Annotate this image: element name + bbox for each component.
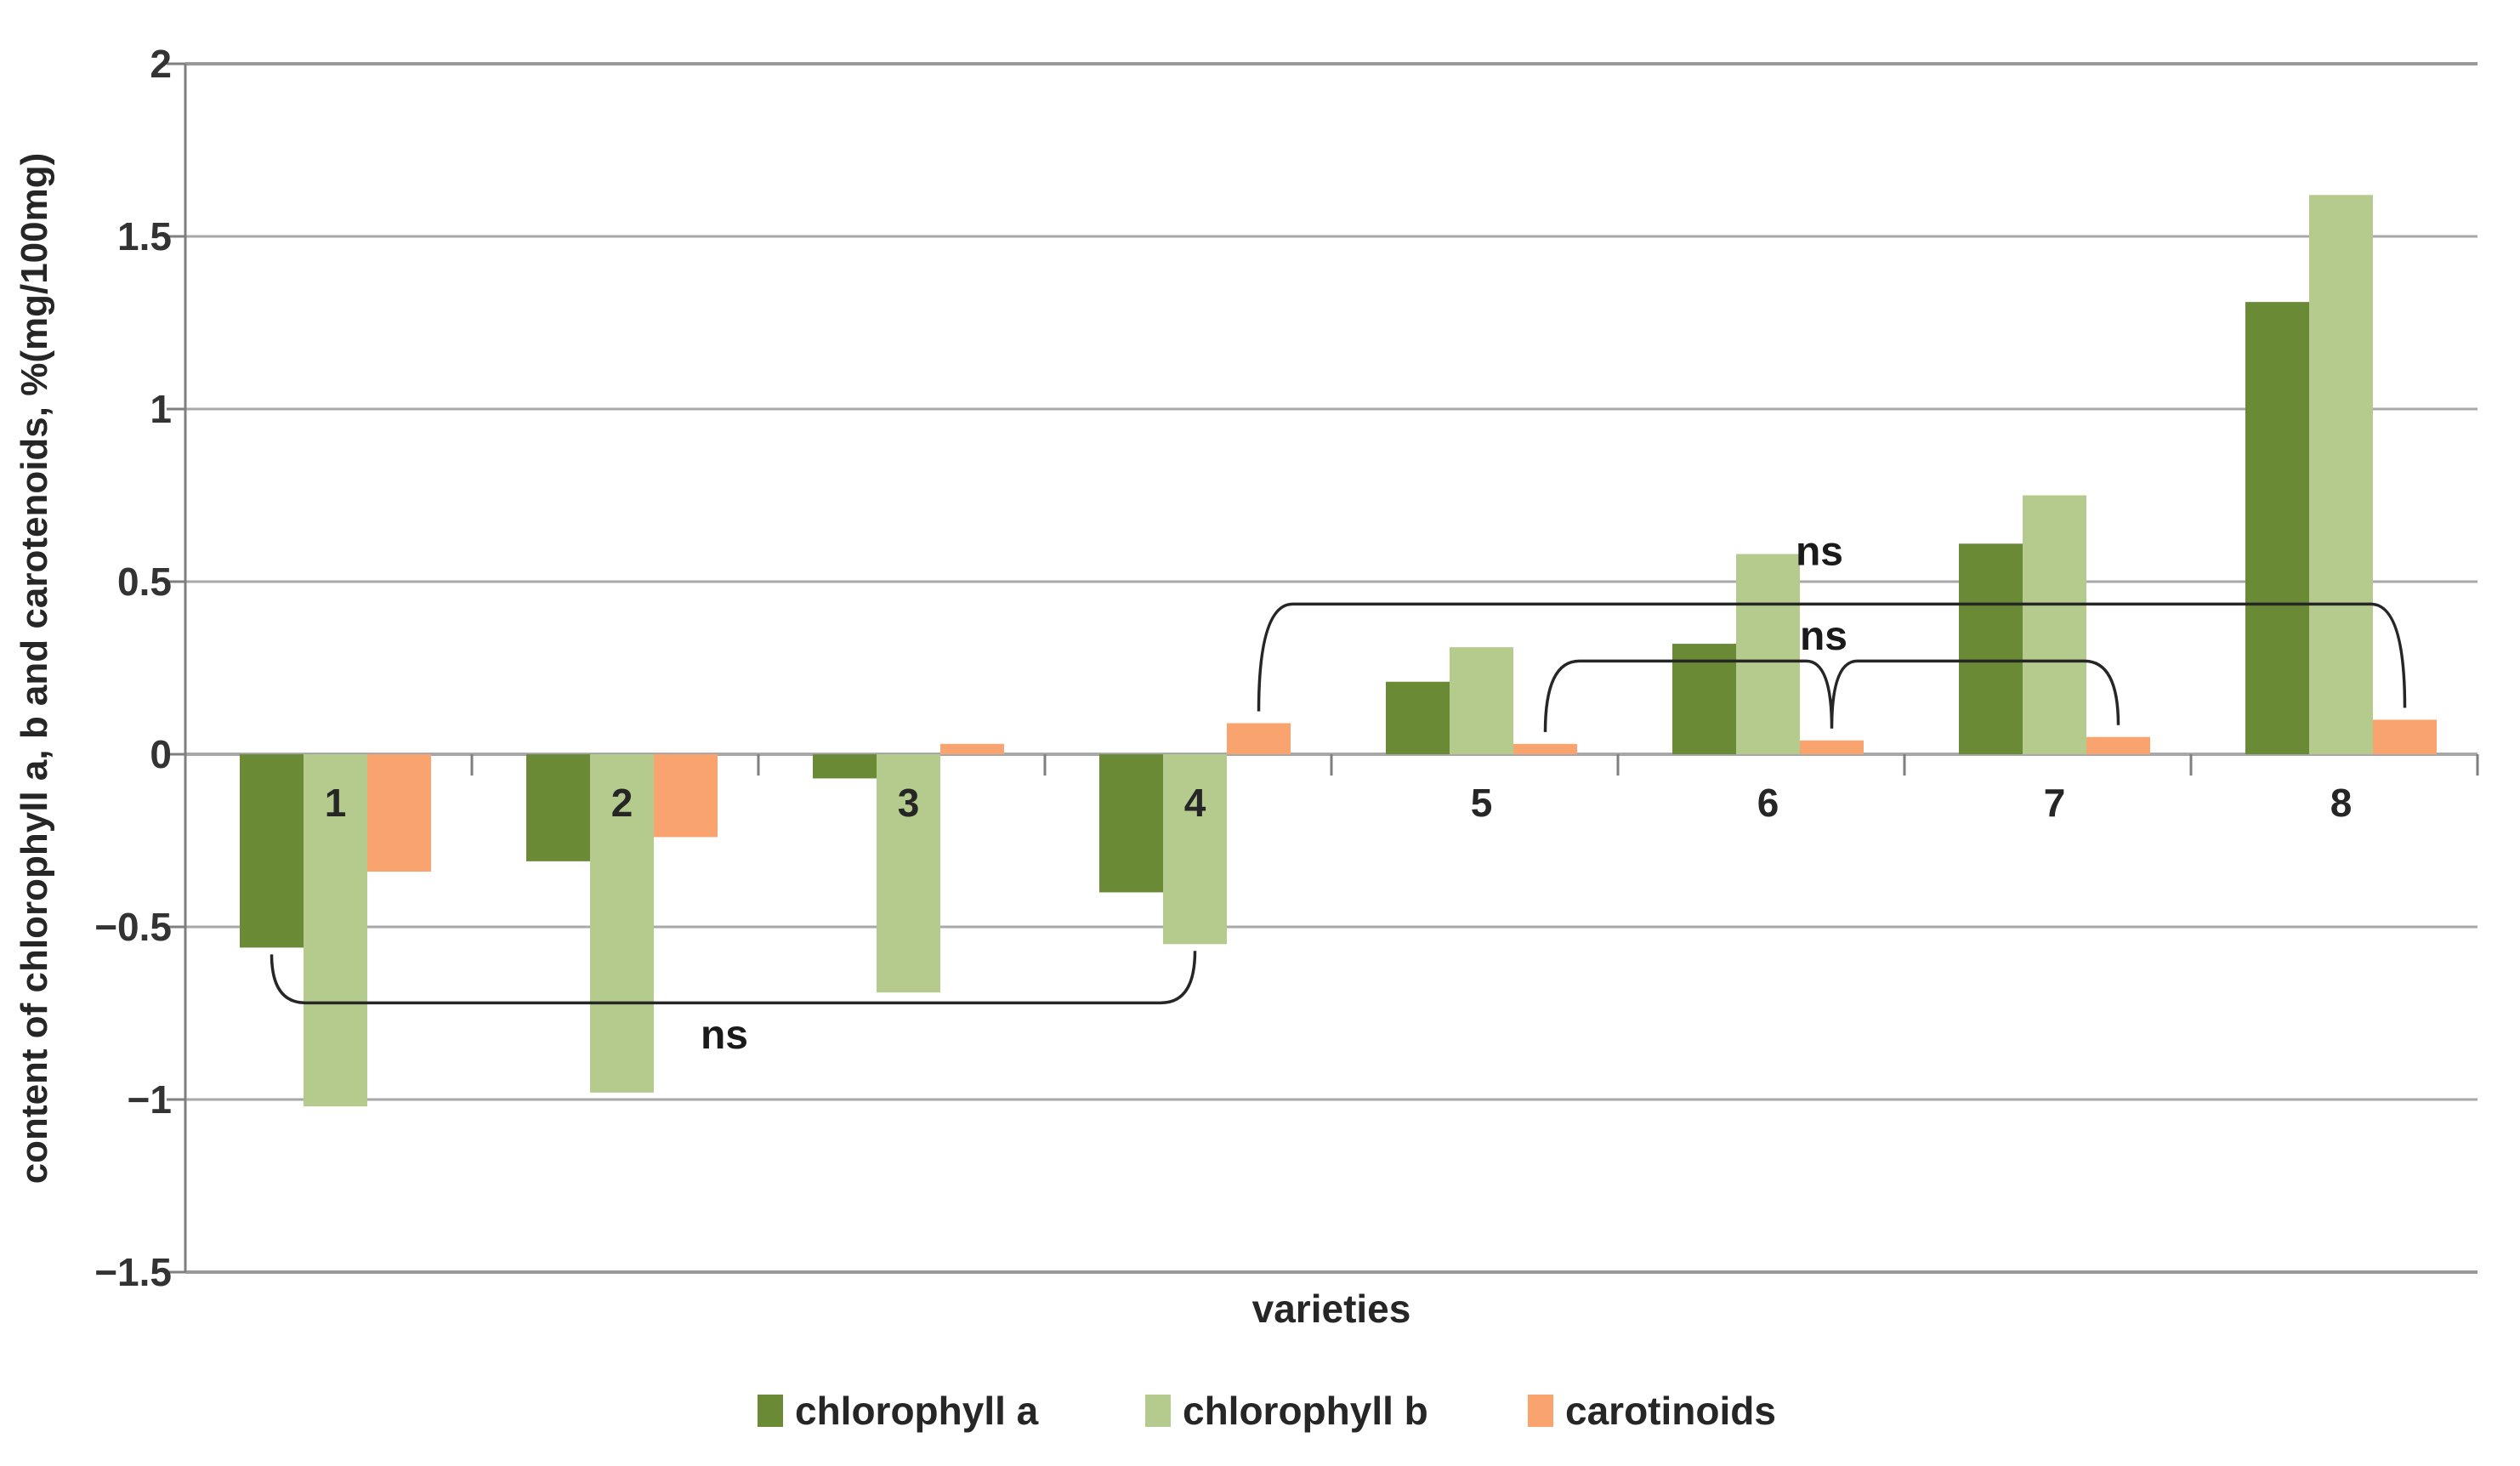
bar-chlorophyll-a-8	[2245, 302, 2309, 754]
bar-chlorophyll-a-7	[1959, 543, 2023, 754]
legend-item-carotinoids: carotinoids	[1528, 1388, 1776, 1434]
ns-label-1: ns	[1796, 529, 1843, 574]
bar-chlorophyll-a-5	[1386, 681, 1450, 754]
category-label-6: 6	[1757, 781, 1779, 825]
category-label-5: 5	[1471, 781, 1493, 825]
bar-chlorophyll-b-3	[877, 754, 940, 993]
bar-carotinoids-5	[1513, 743, 1577, 754]
bar-carotinoids-3	[940, 743, 1004, 754]
legend-item-chlorophyll-b: chlorophyll b	[1145, 1388, 1428, 1434]
legend-label-chlorophyll-a: chlorophyll a	[795, 1389, 1039, 1433]
bar-carotinoids-1	[367, 754, 431, 872]
significance-bracket-0	[270, 951, 1197, 1005]
y-tick-label: −1	[128, 1077, 172, 1122]
bar-chlorophyll-b-4	[1163, 754, 1227, 945]
legend-item-chlorophyll-a: chlorophyll a	[758, 1388, 1038, 1434]
significance-bracket-2	[1543, 659, 2120, 732]
bar-chlorophyll-a-1	[240, 754, 304, 948]
bar-chlorophyll-a-3	[813, 754, 877, 779]
bar-chlorophyll-b-1	[304, 754, 367, 1107]
bar-chlorophyll-b-5	[1450, 647, 1513, 754]
y-tick-label: 1	[150, 387, 172, 431]
ns-label-0: ns	[701, 1013, 748, 1058]
y-tick-label: 2	[150, 42, 172, 86]
category-label-7: 7	[2044, 781, 2066, 825]
category-label-2: 2	[611, 781, 633, 825]
x-axis-title: varieties	[1251, 1287, 1411, 1331]
ns-label-2: ns	[1800, 614, 1847, 659]
bar-chlorophyll-a-4	[1099, 754, 1163, 893]
legend-swatch-carotinoids-icon	[1528, 1395, 1553, 1427]
bar-carotinoids-4	[1227, 723, 1291, 754]
y-tick-label: −0.5	[94, 905, 172, 949]
bar-carotinoids-6	[1800, 740, 1864, 754]
bar-carotinoids-7	[2086, 736, 2150, 754]
significance-bracket-1	[1257, 602, 2407, 712]
y-tick-label: 1.5	[117, 214, 172, 259]
y-tick-label: 0.5	[117, 560, 172, 604]
y-tick-label: −1.5	[94, 1250, 172, 1294]
legend-label-carotinoids: carotinoids	[1565, 1389, 1776, 1433]
bar-carotinoids-2	[654, 754, 718, 838]
bar-carotinoids-8	[2373, 719, 2437, 754]
legend-swatch-chlorophyll-b-icon	[1145, 1395, 1171, 1427]
bar-chlorophyll-b-7	[2023, 495, 2086, 754]
bar-chlorophyll-b-6	[1736, 554, 1800, 754]
category-label-1: 1	[325, 781, 347, 825]
bar-chlorophyll-a-2	[526, 754, 590, 861]
legend-label-chlorophyll-b: chlorophyll b	[1183, 1389, 1428, 1433]
bar-chlorophyll-b-2	[590, 754, 654, 1093]
legend-swatch-chlorophyll-a-icon	[758, 1395, 783, 1427]
legend: chlorophyll a chlorophyll b carotinoids	[0, 1388, 2520, 1439]
bar-chlorophyll-b-8	[2309, 195, 2373, 754]
y-tick-label: 0	[150, 732, 172, 776]
category-label-3: 3	[898, 781, 920, 825]
category-label-4: 4	[1184, 781, 1206, 825]
category-label-8: 8	[2330, 781, 2353, 825]
